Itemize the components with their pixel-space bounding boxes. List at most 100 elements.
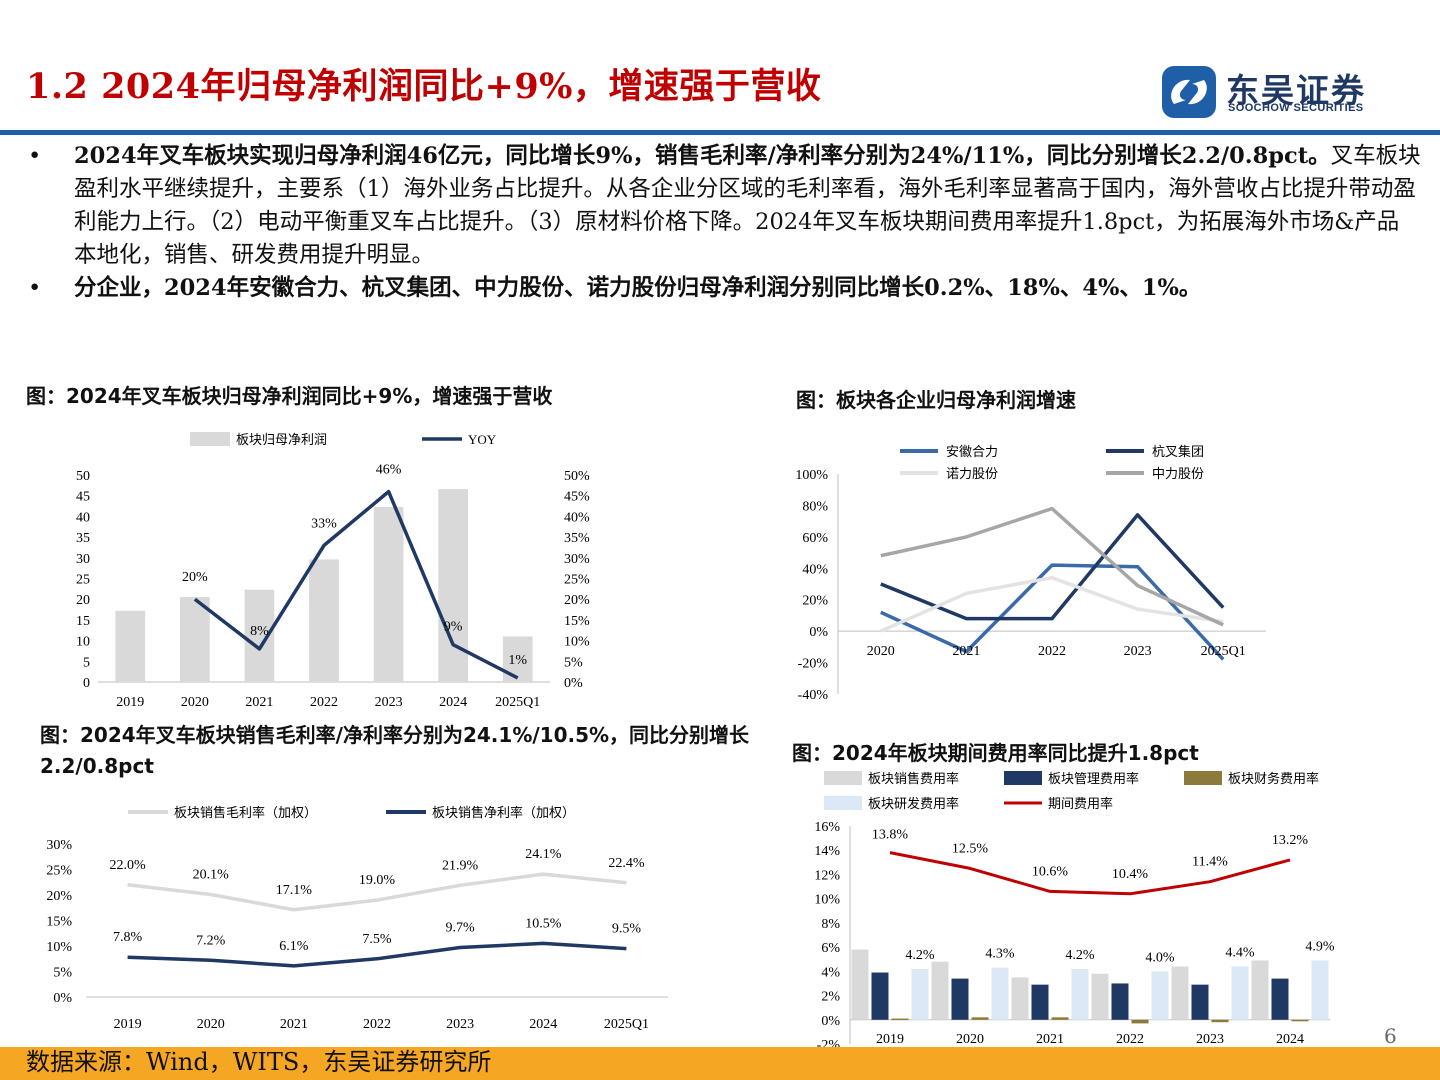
legend-label: 板块销售净利率（加权） xyxy=(432,805,575,820)
data-label: 22.4% xyxy=(608,856,645,871)
x-tick-label: 2025Q1 xyxy=(604,1017,649,1032)
data-label: 21.9% xyxy=(442,858,479,873)
header-divider xyxy=(0,130,1440,135)
y-tick-label-left: 0 xyxy=(83,676,90,691)
y-tick-label: 14% xyxy=(814,844,840,859)
y-tick-label-left: 45 xyxy=(76,490,90,505)
x-tick-label: 2019 xyxy=(116,695,144,710)
data-label: 24.1% xyxy=(525,847,562,862)
data-label: 4.3% xyxy=(985,947,1015,962)
x-tick-label: 2024 xyxy=(529,1017,557,1032)
bar-板块管理费用率 xyxy=(1191,984,1209,1020)
line-margin xyxy=(127,872,627,912)
bar-板块销售费用率 xyxy=(1091,973,1109,1020)
y-tick-label: 100% xyxy=(795,468,828,483)
data-label: 13.8% xyxy=(872,828,909,843)
line-中力股份 xyxy=(880,506,1224,627)
x-tick-label: 2022 xyxy=(1116,1032,1144,1047)
y-tick-label: 10% xyxy=(814,893,840,908)
bar-profit xyxy=(373,506,404,682)
x-tick-label: 2024 xyxy=(1276,1032,1304,1047)
margin-chart: 0% 5% 10% 15% 20% 25% 30% 2019 2020 2021 2022 2023 2… xyxy=(46,805,668,1032)
bar-板块财务费用率 xyxy=(971,1017,989,1020)
bar-profit xyxy=(180,597,210,682)
legend-label: 诺力股份 xyxy=(946,466,998,481)
bullet-1: • 2024年叉车板块实现归母净利润46亿元，同比增长9%，销售毛利率/净利率分… xyxy=(26,140,1421,272)
data-label: 4.9% xyxy=(1305,939,1335,954)
logo-text-cn: 东吴证券 xyxy=(1226,71,1366,110)
y-tick-label-right: 35% xyxy=(564,531,590,546)
line-诺力股份 xyxy=(880,575,1224,633)
data-label: 7.5% xyxy=(362,932,392,947)
x-tick-label: 2025Q1 xyxy=(1201,644,1246,659)
y-tick-label: 40% xyxy=(802,562,828,577)
bar-板块财务费用率 xyxy=(891,1018,909,1021)
bar-板块销售费用率 xyxy=(931,961,949,1020)
x-tick-label: 2019 xyxy=(114,1017,142,1032)
legend-label: 中力股份 xyxy=(1152,466,1204,481)
logo-text-en: SOOCHOW SECURITIES xyxy=(1228,102,1364,114)
page-title: 1.2 2024年归母净利润同比+9%，增速强于营收 xyxy=(26,66,822,107)
y-tick-label: 4% xyxy=(821,965,840,980)
x-tick-label: 2024 xyxy=(439,695,467,710)
soochow-logo-icon xyxy=(1162,66,1216,118)
bar-profit xyxy=(115,610,146,682)
x-tick-label: 2023 xyxy=(1196,1032,1224,1047)
y-tick-label: -40% xyxy=(798,688,829,702)
y-tick-label-right: 40% xyxy=(564,510,590,525)
x-tick-label: 2021 xyxy=(952,644,980,659)
y-tick-label: 0% xyxy=(809,625,828,640)
legend-label: 杭叉集团 xyxy=(1152,444,1204,459)
legend-swatch xyxy=(824,796,862,810)
y-tick-label: 6% xyxy=(821,941,840,956)
bar-板块管理费用率 xyxy=(1031,984,1049,1020)
bar-板块研发费用率 xyxy=(911,968,929,1020)
x-tick-label: 2023 xyxy=(1124,644,1152,659)
x-tick-label: 2020 xyxy=(181,695,209,710)
legend-swatch xyxy=(824,771,862,785)
legend-label: 安徽合力 xyxy=(946,444,998,459)
y-tick-label-right: 25% xyxy=(564,573,590,588)
profit-chart: 0 5 10 15 20 25 30 35 40 45 50 0% 5% 10% 15% 20% 25% 30% 3… xyxy=(76,432,590,710)
line-yoy xyxy=(193,489,519,680)
legend-swatch xyxy=(1004,771,1042,785)
y-tick-label-right: 20% xyxy=(564,593,590,608)
x-tick-label: 2021 xyxy=(280,1017,308,1032)
bar-板块销售费用率 xyxy=(1011,977,1029,1020)
data-label: 4.2% xyxy=(1065,948,1095,963)
summary-bullets: • 2024年叉车板块实现归母净利润46亿元，同比增长9%，销售毛利率/净利率分… xyxy=(26,140,1421,305)
x-tick-label: 2022 xyxy=(310,695,338,710)
data-label: 10.4% xyxy=(1112,867,1149,882)
x-tick-label: 2020 xyxy=(867,644,895,659)
bar-板块研发费用率 xyxy=(1311,960,1329,1020)
data-label-yoy: 33% xyxy=(311,516,337,531)
bar-板块销售费用率 xyxy=(851,949,869,1020)
bullet-1-text: 叉车板块盈利水平继续提升，主要系（1）海外业务占比提升。从各企业分区域的毛利率看… xyxy=(74,143,1421,268)
bar-板块管理费用率 xyxy=(871,972,889,1020)
bar-板块研发费用率 xyxy=(1151,971,1169,1020)
data-label: 12.5% xyxy=(952,841,989,856)
data-label-yoy: 1% xyxy=(508,653,527,668)
page-number: 6 xyxy=(1384,1024,1397,1048)
line-margin xyxy=(127,941,627,968)
data-label: 9.7% xyxy=(446,921,476,936)
y-tick-label-left: 25 xyxy=(76,573,90,588)
bar-板块研发费用率 xyxy=(1231,966,1249,1020)
data-label: 22.0% xyxy=(109,858,146,873)
y-tick-label-right: 10% xyxy=(564,635,590,650)
legend-swatch-bar xyxy=(190,432,230,446)
data-label: 11.4% xyxy=(1192,855,1228,870)
legend-label: 板块销售费用率 xyxy=(868,771,959,786)
y-tick-label: 10% xyxy=(46,940,72,955)
y-tick-label-right: 5% xyxy=(564,655,583,670)
y-tick-label-right: 0% xyxy=(564,676,583,691)
y-tick-label: 80% xyxy=(802,499,828,514)
chart-1-title: 图：2024年叉车板块归母净利润同比+9%，增速强于营收 xyxy=(26,384,553,408)
chart-2-title: 图：板块各企业归母净利润增速 xyxy=(796,388,1076,412)
bar-profit xyxy=(309,559,339,682)
bullet-dot: • xyxy=(28,143,42,169)
y-tick-label-left: 40 xyxy=(76,510,90,525)
y-tick-label: 30% xyxy=(46,838,72,853)
y-tick-label: -20% xyxy=(798,657,829,672)
legend-label: 板块归母净利润 xyxy=(236,432,327,447)
